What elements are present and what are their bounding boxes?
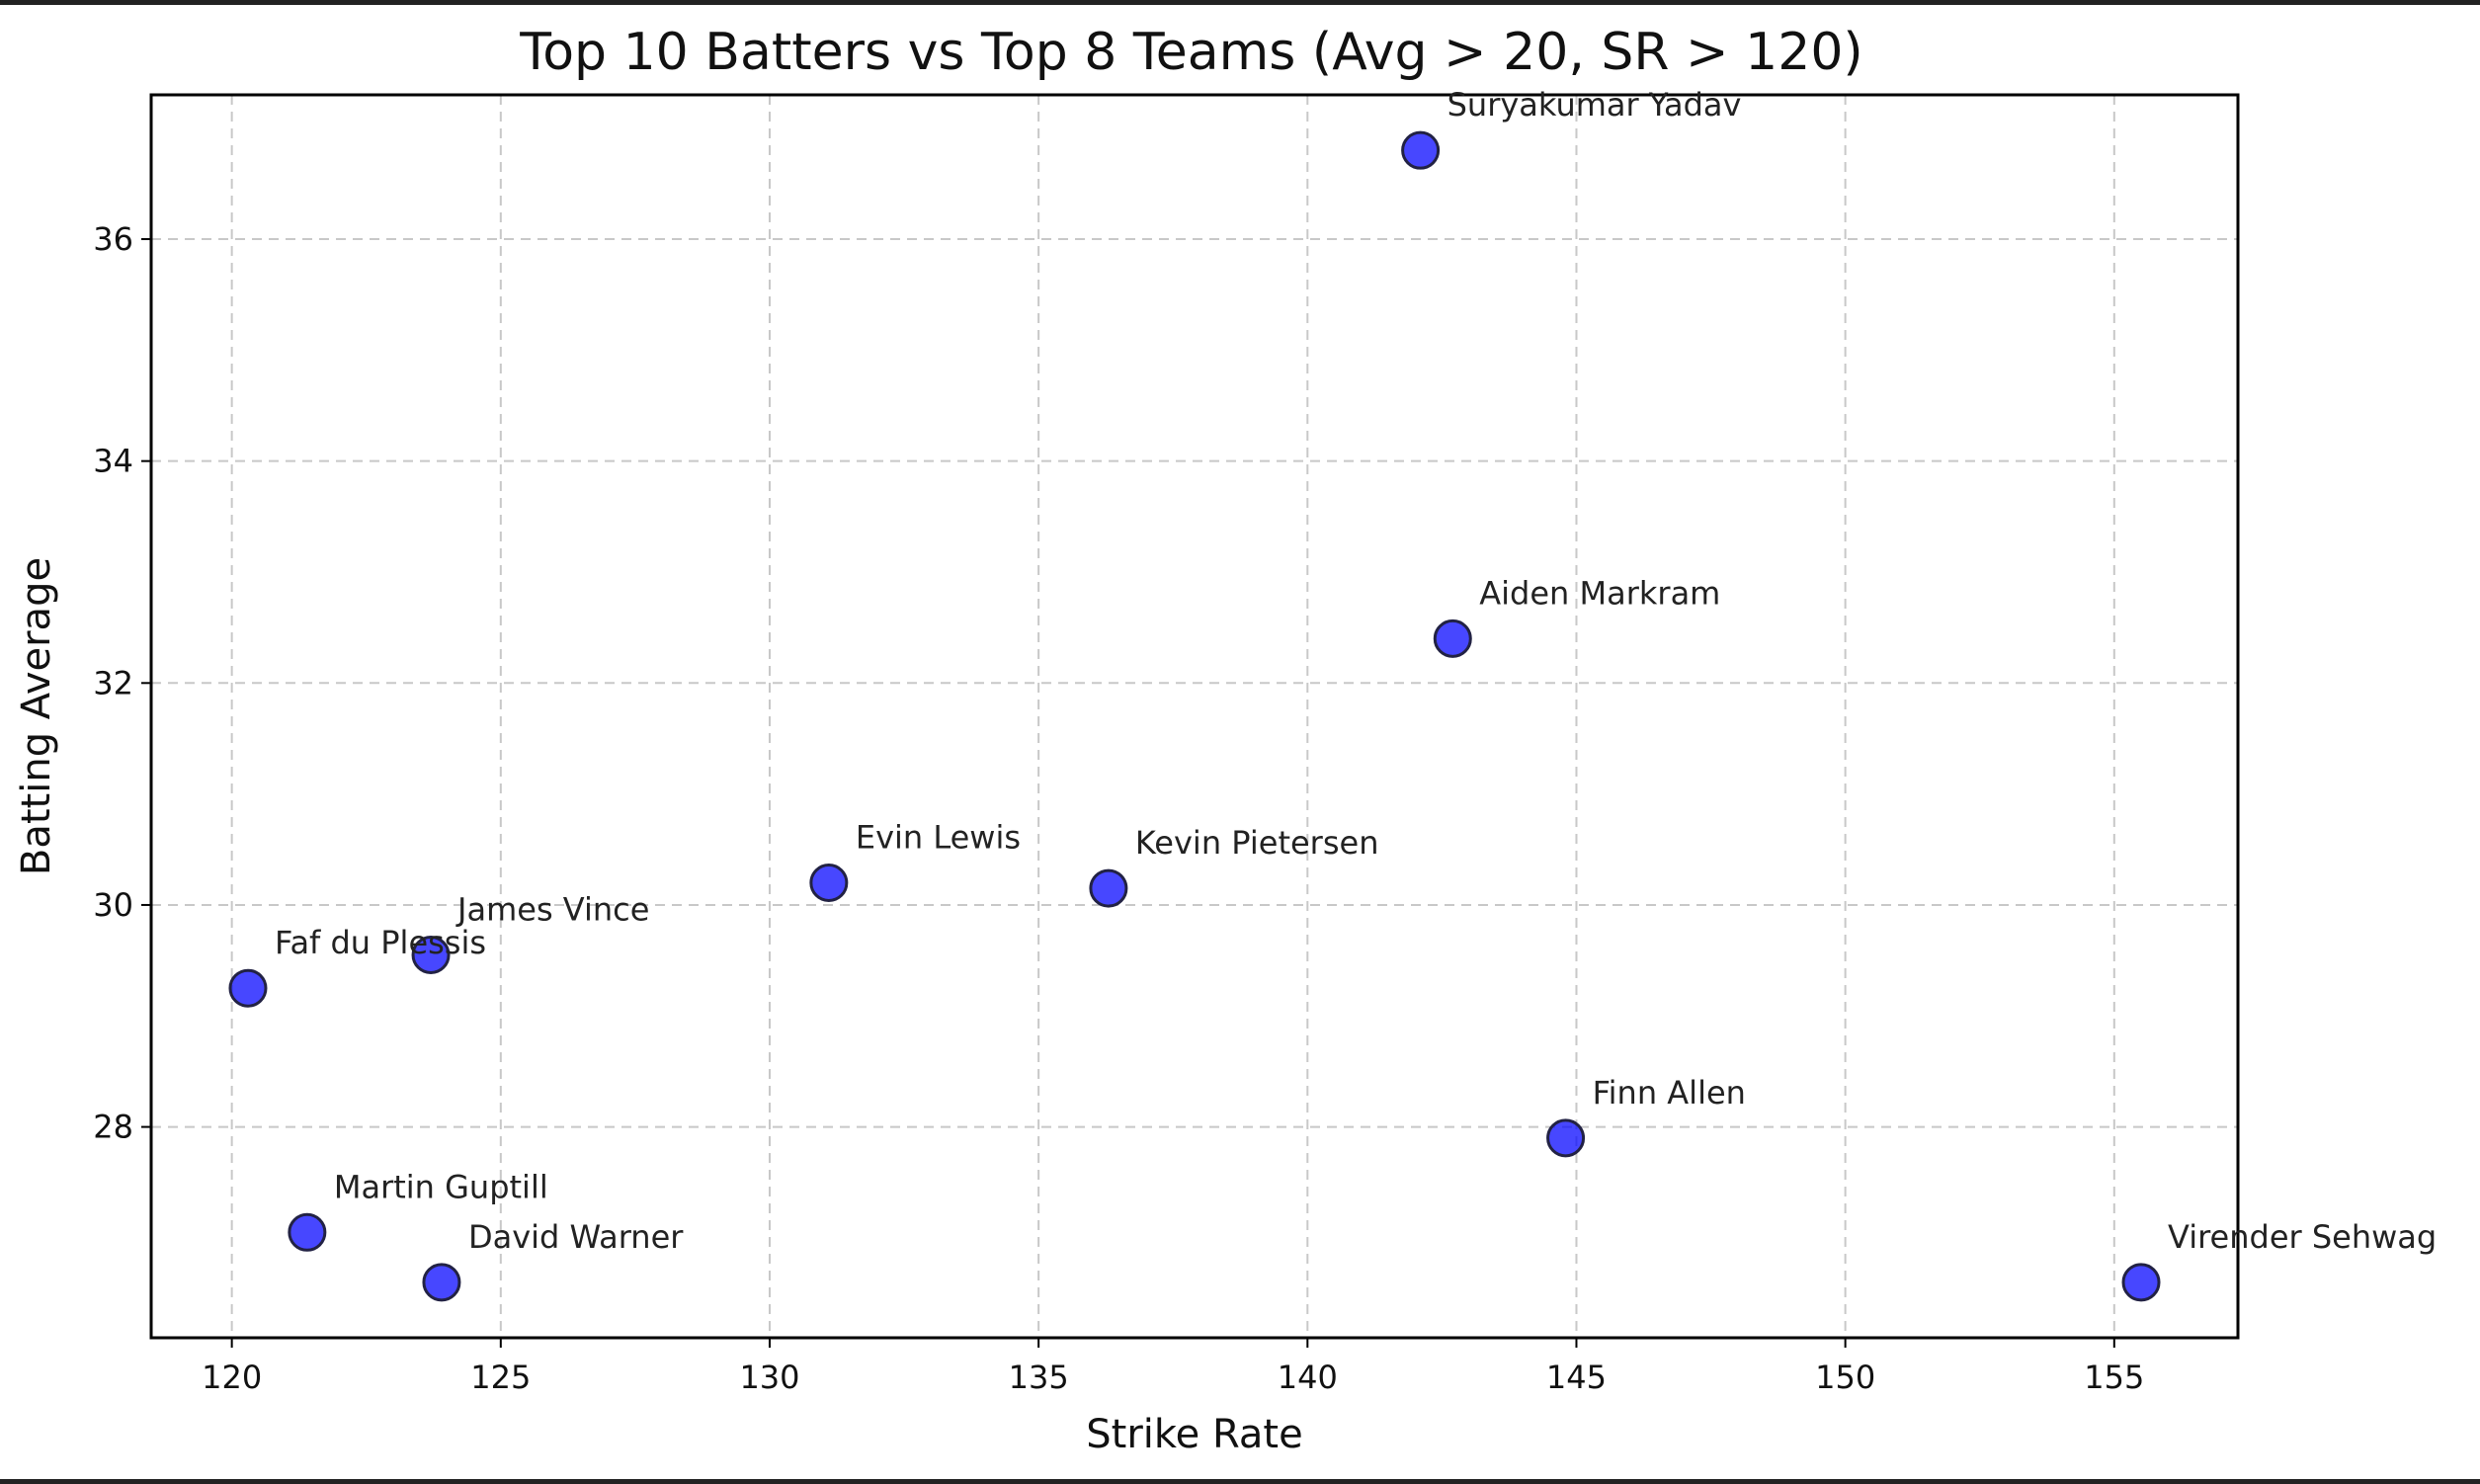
data-point [1401, 130, 1441, 170]
x-tick-label: 155 [2084, 1359, 2144, 1396]
data-point [1433, 618, 1472, 658]
point-label: Suryakumar Yadav [1447, 86, 1742, 124]
chart-title: Top 10 Batters vs Top 8 Teams (Avg > 20,… [519, 23, 1862, 82]
data-point [422, 1263, 461, 1302]
point-label: Finn Allen [1593, 1074, 1746, 1112]
bottom-border [0, 1479, 2480, 1484]
point-label: David Warner [468, 1218, 684, 1256]
x-tick-label: 135 [1009, 1359, 1069, 1396]
y-tick-label: 30 [93, 886, 133, 924]
data-point [809, 863, 849, 902]
y-tick-label: 32 [93, 664, 133, 701]
point-label: Aiden Markram [1479, 574, 1720, 612]
grid [151, 95, 2238, 1338]
data-point [1089, 868, 1128, 908]
top-border [0, 0, 2480, 5]
x-tick-label: 125 [470, 1359, 531, 1396]
point-label: Faf du Plessis [275, 924, 486, 961]
data-point [288, 1212, 327, 1252]
data-point [1546, 1118, 1586, 1158]
y-tick-label: 28 [93, 1109, 133, 1146]
y-tick-label: 34 [93, 443, 133, 480]
point-label: Virender Sehwag [2168, 1218, 2437, 1256]
data-point [2121, 1263, 2161, 1302]
data-point [411, 935, 451, 974]
plot-frame [149, 93, 2240, 1340]
point-label: Martin Guptill [334, 1168, 548, 1205]
y-tick-label: 36 [93, 220, 133, 258]
point-label: James Vince [455, 890, 649, 928]
x-tick-label: 120 [202, 1359, 262, 1396]
point-labels: Suryakumar Yadav Aiden Markram Evin Lewis K… [275, 86, 2437, 1256]
point-label: Kevin Pietersen [1135, 824, 1379, 862]
x-tick-label: 140 [1278, 1359, 1338, 1396]
data-point [228, 968, 268, 1008]
data-points [228, 130, 2161, 1302]
y-axis-label: Batting Average [14, 557, 59, 875]
point-label: Evin Lewis [856, 818, 1021, 856]
x-tick-label: 130 [739, 1359, 799, 1396]
x-tick-label: 145 [1546, 1359, 1607, 1396]
x-tick-label: 150 [1815, 1359, 1875, 1396]
x-axis-label: Strike Rate [1086, 1412, 1302, 1457]
axis-ticks: 120 125 130 135 140 145 150 155 28 30 32 34 36 [93, 220, 2144, 1396]
